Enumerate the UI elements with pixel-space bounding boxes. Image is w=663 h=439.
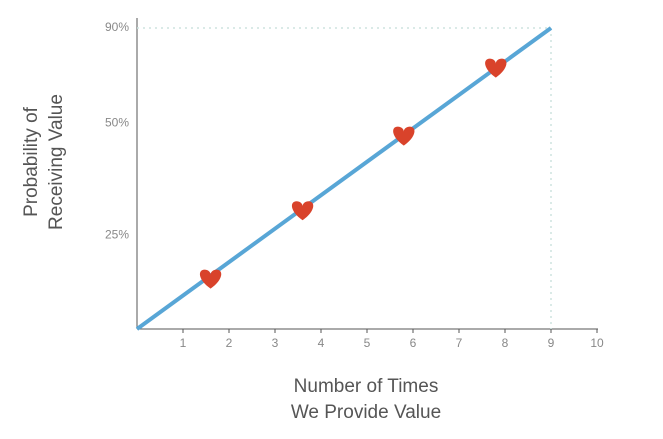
x-tick-label: 10 [590,336,604,350]
heart-marker [199,269,222,289]
x-tick-label: 8 [502,336,509,350]
x-tick-label: 1 [180,336,187,350]
y-tick-label: 50% [105,115,129,129]
line [135,26,553,331]
x-tick-label: 6 [410,336,417,350]
y-tick-label: 25% [105,227,129,241]
heart-marker [485,58,507,78]
x-axis-label: Number of Times [294,376,439,397]
y-axis-label: Receiving Value [46,94,67,230]
x-tick-label: 3 [272,336,279,350]
x-tick-label: 9 [548,336,555,350]
y-tick-label: 90% [105,20,129,34]
x-tick-label: 2 [226,336,233,350]
x-tick-label: 7 [456,336,463,350]
y-axis-label: Probability of [21,106,42,217]
x-axis-label: We Provide Value [291,402,441,423]
x-tick-label: 4 [318,336,325,350]
heart-marker [291,201,314,221]
x-tick-label: 5 [364,336,371,350]
heart-marker [393,126,415,146]
